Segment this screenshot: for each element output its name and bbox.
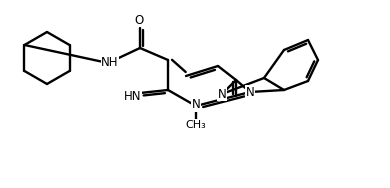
Text: N: N [246, 86, 254, 99]
Text: CH₃: CH₃ [186, 120, 206, 130]
Text: N: N [218, 87, 226, 101]
Text: NH: NH [101, 57, 119, 70]
Text: O: O [135, 14, 144, 27]
Text: N: N [191, 99, 200, 111]
Text: HN: HN [124, 90, 142, 104]
